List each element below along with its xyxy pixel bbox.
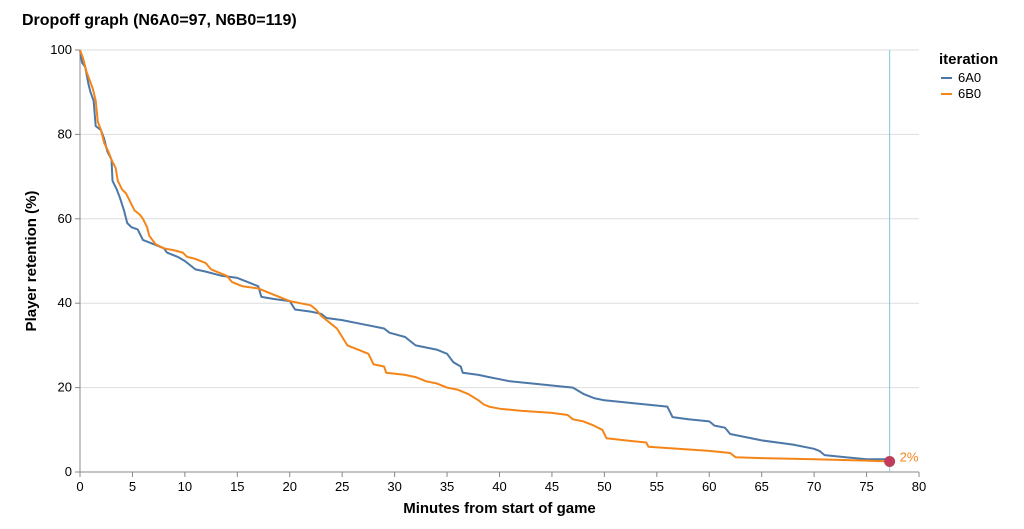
legend-title: iteration <box>939 51 998 68</box>
x-tick-label: 5 <box>129 479 136 494</box>
axes: 0 20 40 60 80 100 0 5 10 15 20 25 30 35 40 45 50 55 60 65 70… <box>23 42 926 517</box>
y-tick-label: 80 <box>58 126 72 141</box>
overlay: 2% <box>884 50 919 472</box>
x-tick-label: 10 <box>178 479 192 494</box>
series-line-6a0 <box>79 49 888 461</box>
x-tick-label: 65 <box>754 479 768 494</box>
y-tick-label: 40 <box>58 295 72 310</box>
y-axis-title: Player retention (%) <box>23 191 40 332</box>
legend-label-6b0: 6B0 <box>958 86 981 101</box>
y-tick-label: 100 <box>50 42 72 57</box>
chart-title: Dropoff graph (N6A0=97, N6B0=119) <box>22 12 297 29</box>
y-tick-label: 0 <box>65 464 72 479</box>
x-tick-label: 25 <box>335 479 349 494</box>
y-tick-label: 60 <box>58 211 72 226</box>
x-tick-label: 40 <box>492 479 506 494</box>
x-tick-label: 45 <box>545 479 559 494</box>
x-axis-title: Minutes from start of game <box>403 500 596 517</box>
x-tick-label: 0 <box>76 479 83 494</box>
x-tick-label: 15 <box>230 479 244 494</box>
x-tick-label: 30 <box>387 479 401 494</box>
x-tick-label: 35 <box>440 479 454 494</box>
series-line-6b0 <box>79 49 888 463</box>
x-tick-label: 75 <box>859 479 873 494</box>
x-tick-label: 60 <box>702 479 716 494</box>
x-tick-label: 20 <box>283 479 297 494</box>
series-lines <box>79 49 888 463</box>
x-tick-label: 55 <box>650 479 664 494</box>
y-tick-label: 20 <box>58 380 72 395</box>
x-tick-label: 50 <box>597 479 611 494</box>
legend-label-6a0: 6A0 <box>958 70 981 85</box>
x-tick-label: 80 <box>912 479 926 494</box>
point-annotation: 2% <box>900 449 919 464</box>
x-tick-label: 70 <box>807 479 821 494</box>
point-marker <box>884 455 896 467</box>
